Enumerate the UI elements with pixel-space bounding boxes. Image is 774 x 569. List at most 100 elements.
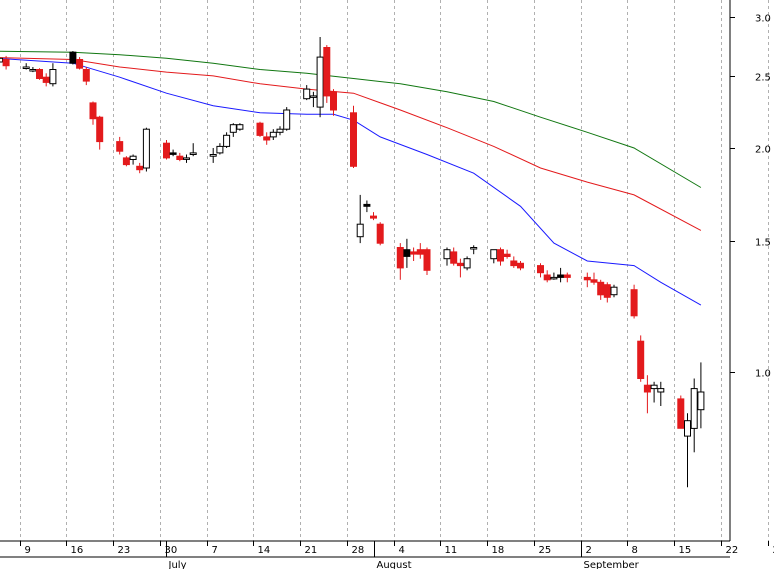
candle-body [136,165,144,171]
candle-body [89,102,97,120]
candle-body [303,88,311,100]
candle-body [610,286,618,296]
candle-body [269,131,277,138]
candlestick [456,258,464,278]
candle-body [256,122,264,136]
candlestick [256,121,264,137]
x-tick-label: 22 [726,545,739,556]
x-ticks: 91623307142128411182528152229 [20,541,774,556]
candle-body [690,388,698,429]
candle-body [69,51,77,64]
candlestick [323,45,331,103]
candlestick [330,89,337,116]
candle-body [650,384,658,390]
candle-body [470,247,478,250]
candlestick [42,73,50,87]
moving-average-line-2 [0,57,702,231]
candlestick [603,282,611,303]
candle-body [376,223,384,244]
candle-body [490,249,498,260]
candlestick [236,123,244,131]
candle-body [517,262,524,269]
candlestick [89,101,97,125]
candle-body [450,251,458,264]
candlestick [129,154,137,165]
candlestick [2,55,10,70]
y-tick-label: 2.5 [755,73,771,84]
candle-body [537,265,544,274]
x-tick-label: 2 [586,545,592,556]
candlestick [136,162,144,174]
candlestick [677,395,685,429]
candle-body [76,59,84,69]
x-tick-label: 29 [773,545,774,556]
candlesticks [0,37,705,488]
x-tick-label: 21 [305,545,318,556]
candle-body [396,247,404,269]
x-tick-label: 9 [25,545,31,556]
candlestick [363,200,371,213]
candlestick [543,270,551,283]
candlestick [283,107,291,131]
candle-body [276,128,284,133]
x-tick-label: 18 [492,545,505,556]
x-tick-label: 8 [632,545,638,556]
candlestick [590,272,598,285]
candlestick [643,375,651,414]
y-tick-label: 1.0 [755,369,771,380]
candle-body [163,142,170,159]
x-tick-label: 23 [118,545,131,556]
candlestick [36,68,43,80]
candlestick [209,148,217,163]
candle-body [36,69,43,79]
candle-body [550,276,558,280]
candlestick [610,284,618,298]
candlestick [116,136,124,155]
candle-body [370,215,377,219]
candlestick [229,123,237,137]
candlestick [690,378,698,453]
candle-body [2,59,10,67]
candlestick [169,149,177,157]
candle-body [463,258,471,269]
candle-body [456,262,464,267]
candlestick [463,256,471,271]
candlestick [423,247,431,275]
month-label: September [584,560,640,569]
candle-body [563,274,571,278]
x-tick-label: 25 [539,545,552,556]
candlestick [176,152,184,162]
candlestick [29,67,37,73]
grid-lines [20,0,769,541]
x-tick-label: 7 [212,545,218,556]
candlestick [0,57,3,63]
candlestick [517,261,524,271]
candle-body [497,249,504,262]
x-tick-label: 11 [445,545,458,556]
candle-body [22,66,30,69]
candlestick [637,335,645,382]
candle-body [229,124,237,133]
candlestick [410,247,418,261]
candlestick [269,129,277,140]
candle-body [557,274,565,278]
candle-body [142,128,150,169]
candlestick [122,156,130,167]
candlestick [630,284,638,319]
candlestick [303,85,311,101]
axes [0,0,731,558]
candlestick [557,267,565,283]
moving-average-line-1 [0,57,702,306]
candle-body [583,276,591,281]
candlestick [216,143,224,155]
candlestick [350,105,357,168]
candlestick [370,212,377,221]
candlestick [490,249,498,264]
candle-body [176,155,184,160]
candlestick [96,115,104,150]
candlestick [356,194,364,244]
candlestick [396,243,404,280]
candlestick [684,413,691,488]
candlestick [316,37,324,118]
